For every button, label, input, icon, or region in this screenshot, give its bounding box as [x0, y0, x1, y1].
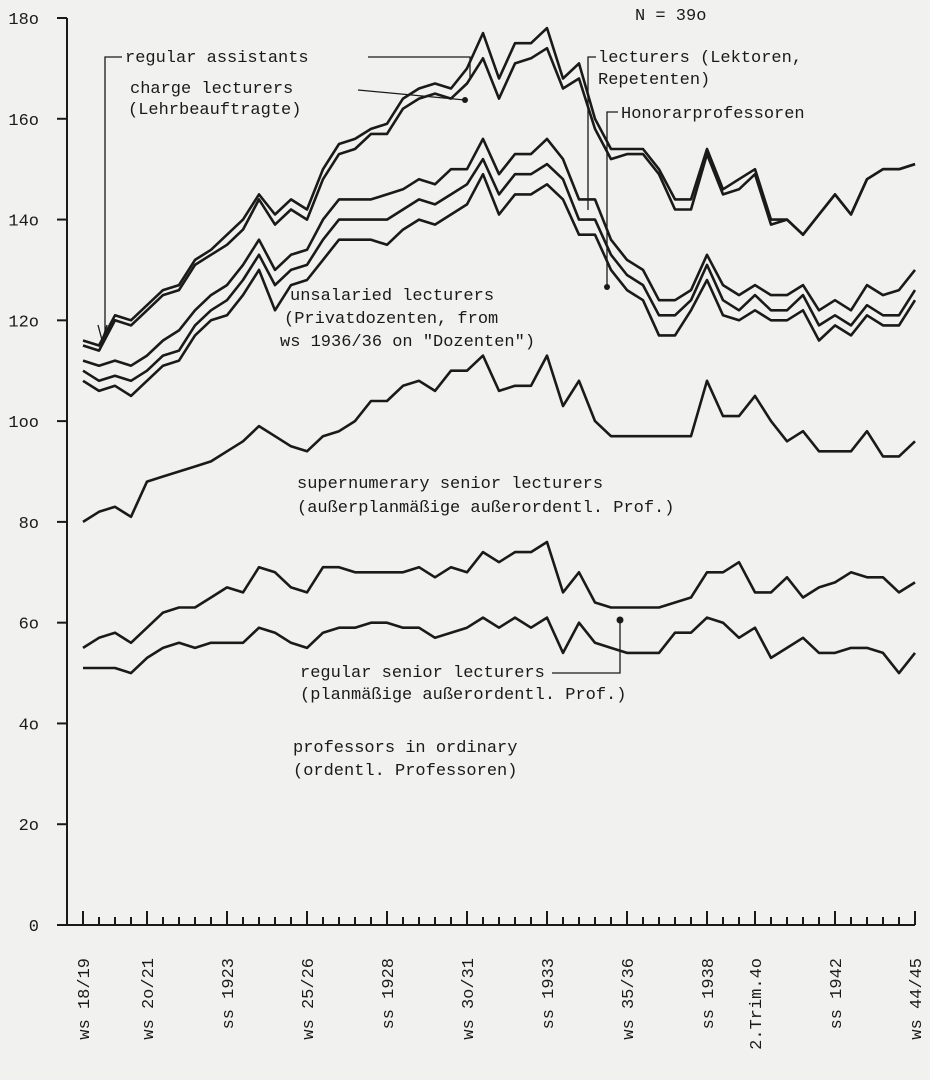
x-tick-label: ws 35/36 — [620, 958, 639, 1040]
series-label: unsalaried lecturers — [290, 287, 494, 306]
x-tick-label: ss 1923 — [220, 958, 239, 1029]
leaders — [97, 56, 624, 674]
y-tick-label: 0 — [29, 918, 39, 937]
series-line — [82, 46, 916, 352]
dot — [604, 284, 610, 290]
series-label: professors in ordinary — [293, 739, 517, 758]
leader — [606, 111, 618, 285]
series-label: (ordentl. Professoren) — [293, 762, 517, 781]
x-tick-label: ws 25/26 — [300, 958, 319, 1040]
series-label: charge lecturers — [130, 80, 293, 99]
y-tick-label: 18o — [8, 11, 39, 30]
series-line — [82, 540, 916, 649]
leader — [587, 56, 596, 210]
y-tick-label: 2o — [19, 817, 39, 836]
series-label: (Privatdozenten, from — [284, 310, 498, 329]
y-tick-label: 8o — [19, 515, 39, 534]
x-tick-label: ws 44/45 — [908, 958, 927, 1040]
x-tick-label: ws 2o/21 — [140, 958, 159, 1040]
series-line — [82, 157, 917, 383]
series-label: regular assistants — [125, 49, 309, 68]
x-tick-label: ws 18/19 — [76, 958, 95, 1040]
series-label: Repetenten) — [598, 71, 710, 90]
y-tick-label: 12o — [8, 313, 39, 332]
series-line — [82, 26, 916, 347]
x-tick-label: ss 1938 — [700, 958, 719, 1029]
series-label: supernumerary senior lecturers — [297, 475, 603, 494]
x-tick-label: ss 1942 — [828, 958, 847, 1029]
series-line — [82, 137, 917, 367]
dot — [462, 97, 468, 103]
y-tick-label: 1oo — [8, 414, 39, 433]
x-tick-label: ws 3o/31 — [460, 958, 479, 1040]
x-tick-label: ss 1928 — [380, 958, 399, 1029]
dot — [616, 616, 624, 624]
series-label: regular senior lecturers — [300, 664, 545, 683]
leader — [368, 56, 471, 80]
y-tick-label: 16o — [8, 112, 39, 131]
series-label: (Lehrbeauftragte) — [128, 101, 301, 120]
leader — [104, 56, 122, 335]
series-label: ws 1936/36 on "Dozenten") — [280, 333, 535, 352]
annotation: N = 39o — [635, 7, 706, 26]
series-line — [83, 616, 917, 675]
series-line — [82, 354, 916, 523]
series-line — [82, 172, 917, 398]
y-tick-label: 14o — [8, 213, 39, 232]
leader — [552, 620, 621, 674]
series-label: Honorarprofessoren — [621, 105, 805, 124]
series-label: (außerplanmäßige außerordentl. Prof.) — [297, 499, 674, 518]
series-label: lecturers (Lektoren, — [598, 49, 802, 68]
x-tick-label: ss 1933 — [540, 958, 559, 1029]
y-tick-label: 6o — [19, 616, 39, 635]
x-tick-label: 2.Trim.4o — [748, 958, 767, 1050]
y-tick-label: 4o — [19, 716, 39, 735]
series-label: (planmäßige außerordentl. Prof.) — [300, 686, 626, 705]
